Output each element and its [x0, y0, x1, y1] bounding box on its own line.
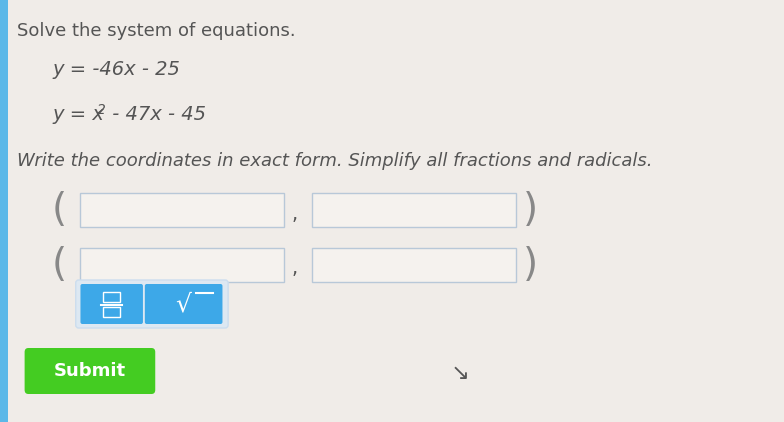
FancyBboxPatch shape	[312, 193, 516, 227]
Text: √: √	[176, 292, 191, 316]
Text: (: (	[52, 246, 67, 284]
Text: y = -46x - 25: y = -46x - 25	[52, 60, 180, 79]
Text: ,: ,	[292, 205, 298, 224]
FancyBboxPatch shape	[145, 284, 223, 324]
Text: (: (	[52, 191, 67, 229]
FancyBboxPatch shape	[81, 284, 143, 324]
FancyBboxPatch shape	[81, 248, 284, 282]
Text: ): )	[523, 191, 538, 229]
Bar	[0, 0, 8, 422]
Text: Write the coordinates in exact form. Simplify all fractions and radicals.: Write the coordinates in exact form. Sim…	[17, 152, 652, 170]
Text: ↖: ↖	[445, 360, 463, 380]
FancyBboxPatch shape	[76, 280, 228, 328]
Text: Submit: Submit	[54, 362, 126, 380]
Text: - 47x - 45: - 47x - 45	[106, 105, 206, 124]
Text: 2: 2	[96, 103, 105, 117]
FancyBboxPatch shape	[24, 348, 155, 394]
Text: ,: ,	[292, 260, 298, 279]
Text: Solve the system of equations.: Solve the system of equations.	[17, 22, 296, 40]
Text: ): )	[523, 246, 538, 284]
FancyBboxPatch shape	[81, 193, 284, 227]
FancyBboxPatch shape	[312, 248, 516, 282]
Text: y = x: y = x	[52, 105, 104, 124]
